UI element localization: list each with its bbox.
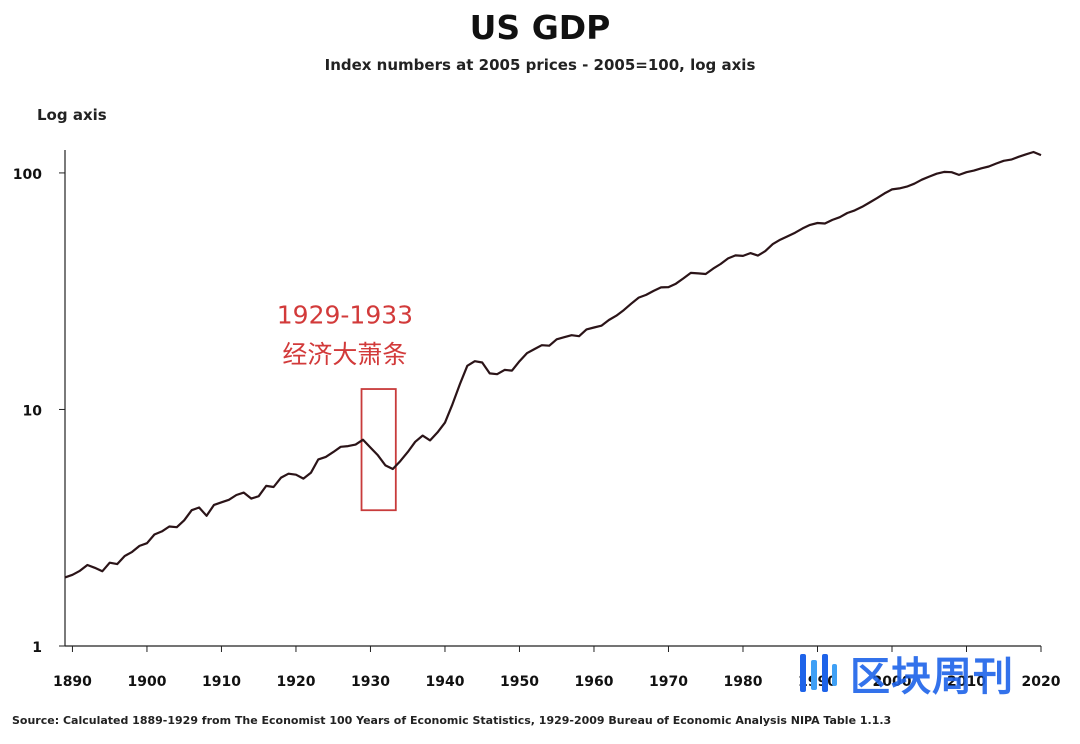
- depression-highlight-box: [360, 388, 397, 512]
- x-tick-label: 1920: [276, 674, 315, 690]
- x-tick-label: 1960: [574, 674, 613, 690]
- x-tick-label: 1930: [351, 674, 390, 690]
- x-tick-label: 1910: [202, 674, 241, 690]
- x-tick-label: 2010: [947, 674, 986, 690]
- highlight-layer: [360, 388, 397, 512]
- y-tick-label: 1: [32, 640, 42, 656]
- annotation-years: 1929-1933: [277, 300, 413, 329]
- watermark-text: 区块周刊: [850, 654, 1014, 700]
- y-axis-label: Log axis: [37, 106, 107, 124]
- chart-ticks: 1890 1900 1910 1920 1930 1940 1950 1960 1970 1980…: [13, 167, 1061, 690]
- chart-axes: [64, 150, 1041, 647]
- source-note: Source: Calculated 1889-1929 from The Ec…: [12, 714, 892, 727]
- x-tick-label: 1940: [425, 674, 464, 690]
- x-tick-label: 1980: [724, 674, 763, 690]
- x-tick-label: 2000: [873, 674, 912, 690]
- chart-title: US GDP: [469, 8, 611, 47]
- x-tick-label: 1970: [649, 674, 688, 690]
- y-tick-label: 10: [23, 403, 43, 419]
- x-tick-label: 2020: [1022, 674, 1061, 690]
- gdp-series-line: [64, 150, 1042, 579]
- x-tick-label: 1890: [53, 674, 92, 690]
- x-tick-label: 1900: [127, 674, 166, 690]
- series-layer: [64, 150, 1042, 579]
- chart-subtitle: Index numbers at 2005 prices - 2005=100,…: [324, 56, 756, 74]
- watermark: 区块周刊: [796, 644, 1014, 702]
- x-tick-label: 1950: [500, 674, 539, 690]
- y-tick-label: 100: [13, 167, 42, 183]
- annotation-layer: 1929-1933 经济大萧条: [277, 300, 413, 369]
- blockchain-logo-icon: [800, 654, 837, 692]
- annotation-label: 经济大萧条: [282, 340, 407, 369]
